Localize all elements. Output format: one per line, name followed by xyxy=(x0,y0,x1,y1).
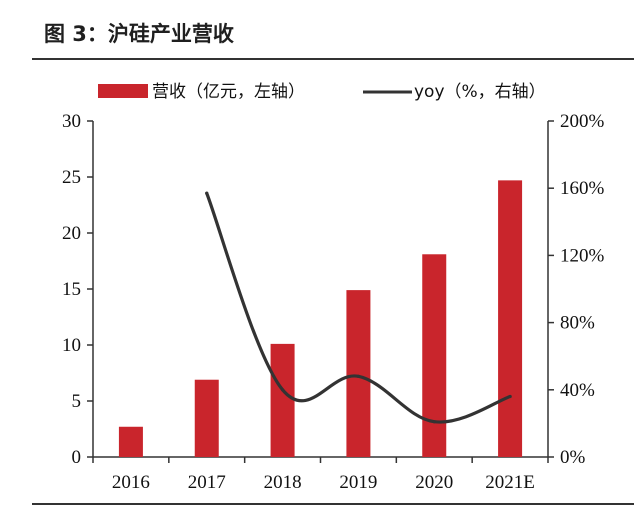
left-tick-label: 10 xyxy=(62,335,81,356)
x-tick-label: 2020 xyxy=(415,472,453,493)
yoy-point-2020 xyxy=(432,420,436,424)
left-tick-label: 0 xyxy=(72,447,82,468)
bar-2019 xyxy=(346,290,371,457)
x-tick-label: 2016 xyxy=(112,472,150,493)
left-tick-label: 20 xyxy=(62,223,81,244)
legend-label-yoy: yoy（%，右轴） xyxy=(414,82,546,102)
right-tick-label: 120% xyxy=(560,245,605,266)
chart-title: 图 3：沪硅产业营收 xyxy=(44,22,234,46)
yoy-point-2017 xyxy=(205,191,209,195)
left-tick-label: 25 xyxy=(62,167,81,188)
right-tick-label: 0% xyxy=(560,447,586,468)
left-tick-label: 15 xyxy=(62,279,81,300)
tick-labels: 0 5 10 15 20 25 30 0% 40% 80% 120% 160% 200% 2016 2017… xyxy=(62,111,605,493)
legend-label-revenue: 营收（亿元，左轴） xyxy=(152,82,305,102)
axes xyxy=(87,120,554,463)
bar-2021E xyxy=(498,180,523,458)
yoy-point-2021E xyxy=(508,394,512,399)
bars xyxy=(118,180,523,458)
right-tick-label: 200% xyxy=(560,111,605,132)
left-tick-label: 5 xyxy=(72,391,82,412)
bar-2017 xyxy=(194,379,219,457)
yoy-line-group xyxy=(205,191,512,424)
yoy-point-2019 xyxy=(356,374,361,378)
x-tick-label: 2019 xyxy=(339,472,377,493)
bar-2018 xyxy=(270,343,295,457)
right-tick-label: 40% xyxy=(560,380,595,401)
bar-2016 xyxy=(118,426,143,457)
yoy-point-2018 xyxy=(280,388,285,392)
x-tick-label: 2021E xyxy=(485,472,535,493)
x-tick-label: 2017 xyxy=(188,472,226,493)
left-tick-label: 30 xyxy=(62,111,81,132)
x-tick-label: 2018 xyxy=(264,472,302,493)
footer-divider xyxy=(32,503,634,505)
yoy-line xyxy=(205,191,512,424)
legend-swatch-revenue xyxy=(98,84,148,98)
right-tick-label: 80% xyxy=(560,313,595,334)
title-divider xyxy=(32,58,634,60)
legend: 营收（亿元，左轴） yoy（%，右轴） xyxy=(98,82,546,102)
right-tick-label: 160% xyxy=(560,178,605,199)
bar-2020 xyxy=(422,254,447,457)
